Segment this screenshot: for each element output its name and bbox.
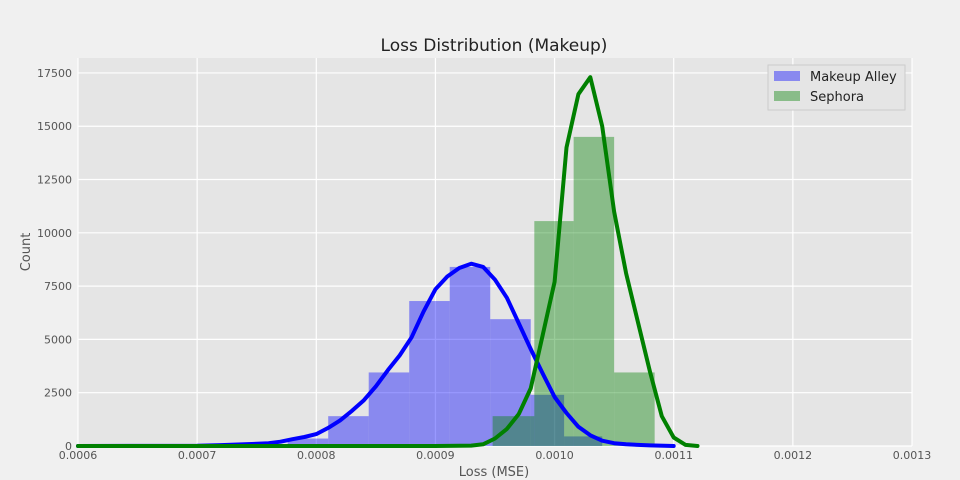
y-axis-label: Count (19, 233, 34, 272)
y-tick-label: 0 (65, 440, 72, 453)
histogram-bar (328, 416, 369, 446)
y-tick-label: 15000 (37, 120, 72, 133)
y-tick-label: 2500 (44, 387, 72, 400)
histogram-bar (564, 436, 603, 446)
legend-swatch-makeup-alley (774, 71, 800, 81)
histogram-bar (534, 221, 574, 446)
x-tick-label: 0.0010 (535, 449, 574, 462)
x-tick-label: 0.0007 (178, 449, 217, 462)
x-tick-label: 0.0008 (297, 449, 336, 462)
legend: Makeup Alley Sephora (767, 64, 906, 111)
y-tick-label: 5000 (44, 333, 72, 346)
y-tick-label: 7500 (44, 280, 72, 293)
chart-title: Loss Distribution (Makeup) (381, 36, 608, 56)
density-curves (76, 75, 700, 448)
x-tick-label: 0.0006 (59, 449, 98, 462)
histogram-bar (614, 372, 655, 446)
histogram-bar (287, 438, 329, 446)
histogram-bar (368, 372, 410, 446)
x-axis-label: Loss (MSE) (459, 465, 529, 480)
kde-line (76, 261, 676, 448)
x-tick-label: 0.0012 (774, 449, 813, 462)
y-tick-label: 10000 (37, 227, 72, 240)
x-tick-label: 0.0009 (416, 449, 455, 462)
x-tick-label: 0.0013 (893, 449, 932, 462)
legend-swatch-sephora (774, 91, 800, 101)
histogram-bar (409, 301, 450, 446)
kde-line (76, 75, 700, 448)
plot-area (78, 58, 912, 446)
histogram-bar (573, 136, 615, 446)
histogram-bar (449, 266, 491, 446)
y-tick-label: 12500 (37, 174, 72, 187)
y-axis-ticks: 0 2500 5000 7500 10000 12500 15000 17500 (37, 67, 72, 453)
makeup-alley-histogram (287, 266, 603, 446)
x-axis-ticks: 0.0006 0.0007 0.0008 0.0009 0.0010 0.0011 0.00… (59, 449, 932, 462)
y-tick-label: 17500 (37, 67, 72, 80)
legend-box (767, 64, 906, 111)
x-tick-label: 0.0011 (654, 449, 693, 462)
legend-label-sephora: Sephora (810, 90, 864, 105)
legend-label-makeup-alley: Makeup Alley (810, 70, 897, 85)
